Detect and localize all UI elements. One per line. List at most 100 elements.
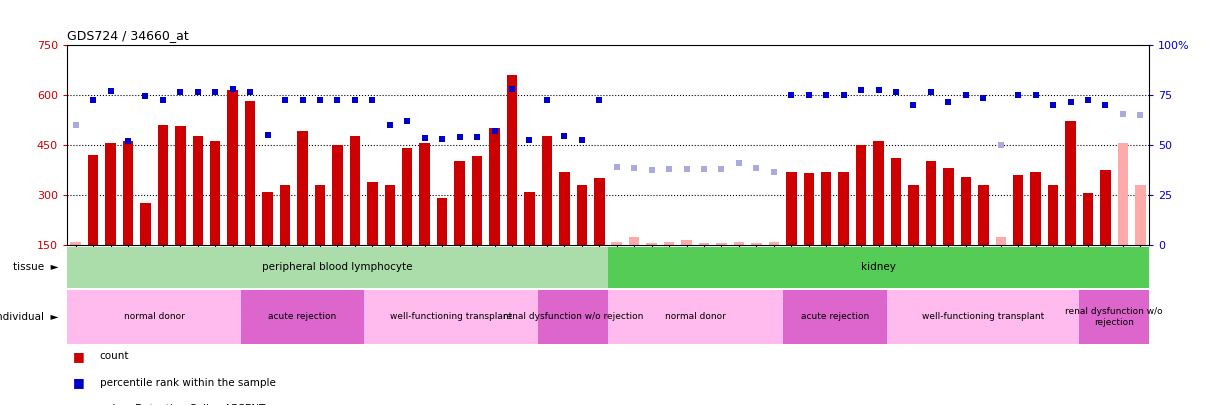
Bar [384,185,395,245]
Point [84,96,103,103]
Point [310,97,330,104]
Point [345,97,365,104]
Bar [612,242,621,245]
Bar [1048,185,1058,245]
Bar [489,128,500,245]
Bar [364,290,539,344]
Point [1060,99,1080,106]
Text: well-functioning transplant: well-functioning transplant [390,312,512,322]
Bar [71,242,80,245]
Point [939,99,958,106]
Bar [106,143,116,245]
Point [1043,101,1063,108]
Point [711,166,731,172]
Bar [783,290,888,344]
Point [782,92,801,98]
Bar [856,145,866,245]
Bar [608,290,783,344]
Bar [88,155,98,245]
Text: kidney: kidney [861,262,896,272]
Bar [1136,185,1145,245]
Text: GDS724 / 34660_at: GDS724 / 34660_at [67,29,188,42]
Bar [664,242,675,245]
Point [327,97,347,104]
Bar [541,136,552,245]
Bar [244,101,255,245]
Point [1079,97,1098,104]
Text: ■: ■ [73,403,85,405]
Text: percentile rank within the sample: percentile rank within the sample [100,378,276,388]
Point [974,95,993,101]
Bar [242,290,364,344]
Bar [629,237,640,245]
Point [66,122,85,128]
Bar [1080,290,1149,344]
Point [206,89,225,95]
Point [1131,112,1150,119]
Bar [681,240,692,245]
Bar [175,126,186,245]
Bar [576,185,587,245]
Bar [524,192,535,245]
Point [747,164,766,171]
Bar [437,198,447,245]
Bar [804,173,814,245]
Point [433,136,452,142]
Bar [996,237,1006,245]
Bar [821,172,832,245]
Bar [873,141,884,245]
Bar [67,247,608,288]
Bar [315,185,325,245]
Bar [472,156,483,245]
Bar [769,242,779,245]
Point [450,134,469,141]
Point [764,168,783,175]
Point [415,135,434,141]
Point [1026,92,1046,98]
Bar [559,172,569,245]
Text: normal donor: normal donor [124,312,185,322]
Text: ■: ■ [73,350,85,363]
Point [799,92,818,98]
Point [659,166,679,173]
Bar [280,185,291,245]
Point [1008,92,1028,98]
Point [118,138,137,145]
Bar [647,243,657,245]
Bar [608,247,1149,288]
Bar [402,148,412,245]
Bar [1100,170,1110,245]
Text: renal dysfunction w/o rejection: renal dysfunction w/o rejection [503,312,643,322]
Bar [263,192,272,245]
Bar [140,203,151,245]
Point [607,164,626,171]
Text: peripheral blood lymphocyte: peripheral blood lymphocyte [263,262,412,272]
Bar [1118,143,1128,245]
Bar [944,168,953,245]
Bar [297,131,308,245]
Text: ■: ■ [73,376,85,389]
Point [362,97,382,104]
Point [625,164,644,171]
Point [572,137,591,144]
Point [519,136,539,143]
Bar [227,90,238,245]
Point [590,97,609,104]
Text: acute rejection: acute rejection [801,312,869,322]
Bar [733,242,744,245]
Bar [786,172,796,245]
Bar [420,143,430,245]
Bar [367,181,378,245]
Bar [158,125,168,245]
Point [241,89,260,96]
Point [381,122,400,129]
Bar [1065,122,1076,245]
Point [170,89,190,95]
Point [730,160,749,166]
Bar [751,243,761,245]
Bar [350,136,360,245]
Bar [595,178,604,245]
Point [502,85,522,92]
Point [537,96,557,103]
Text: tissue  ►: tissue ► [12,262,58,272]
